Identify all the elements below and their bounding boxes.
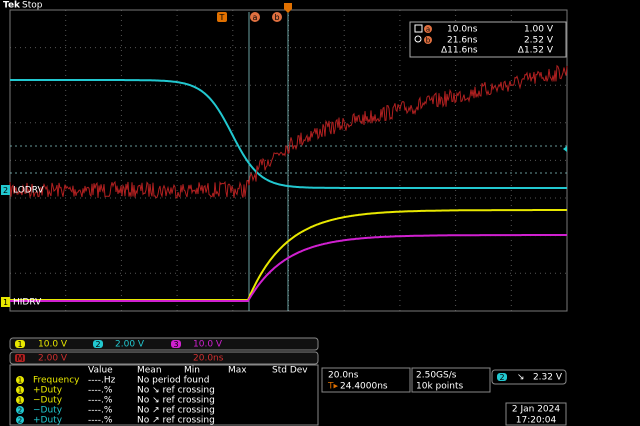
math-time-scale: 20.0ns xyxy=(193,354,224,364)
measurement-source-badge xyxy=(16,386,24,394)
measurement-name: −Duty xyxy=(33,396,63,406)
ch3-scale: 10.0 V xyxy=(193,340,223,350)
measurement-header: Mean xyxy=(137,366,162,376)
channel-bar xyxy=(9,337,319,351)
waveform-ch3 xyxy=(10,234,567,302)
measurement-source: 1 xyxy=(18,397,22,405)
measurement-note: No ↘ ref crossing xyxy=(137,386,215,396)
record-length: 10k points xyxy=(416,382,463,392)
measurement-source-badge xyxy=(16,396,24,404)
position-icon: T▸ xyxy=(327,382,338,392)
cursor-a-marker-label: a xyxy=(253,13,258,22)
trigger-position xyxy=(284,3,292,13)
trigger-marker xyxy=(217,12,227,22)
measurement-name: −Duty xyxy=(33,406,63,416)
trigger-source-badge xyxy=(497,373,507,381)
measurement-header: Min xyxy=(184,366,200,376)
measurement-source: 2 xyxy=(18,417,22,425)
measurement-source-badge xyxy=(16,416,24,424)
measurement-value: ----.% xyxy=(88,396,113,406)
ch2-badge xyxy=(93,340,103,348)
measurement-note: No ↘ ref crossing xyxy=(137,396,215,406)
trigger-level-marker xyxy=(563,146,567,152)
math-badge xyxy=(15,354,25,362)
ch1-marker-number: 1 xyxy=(3,298,8,307)
measurement-source-badge xyxy=(16,406,24,414)
acquisition-status: Stop xyxy=(22,1,43,11)
graticule xyxy=(10,10,567,311)
waveform-math xyxy=(9,64,568,199)
ch2-ground-marker xyxy=(1,185,10,195)
trigger-marker-label: T xyxy=(219,13,225,22)
ch1-ground-marker xyxy=(1,297,10,307)
cursor-readout-box xyxy=(409,21,567,58)
measurement-name: +Duty xyxy=(33,386,63,396)
trigger-level: 2.32 V xyxy=(533,373,563,383)
measurement-note: No ↗ ref crossing xyxy=(137,406,215,416)
readout-icon-2 xyxy=(414,35,422,43)
ch1-badge xyxy=(15,340,25,348)
ch2-scale: 2.00 V xyxy=(115,340,145,350)
measurement-header: Value xyxy=(88,366,113,376)
ch3-badge xyxy=(171,340,181,348)
cursor-b-marker xyxy=(272,12,282,22)
readout-b-label: b xyxy=(426,37,431,45)
ch2-label: LODRV xyxy=(13,186,44,196)
measurement-value: ----.% xyxy=(88,406,113,416)
math-bar xyxy=(9,351,319,365)
readout-b-badge xyxy=(424,36,432,44)
timebase-position: 24.4000ns xyxy=(340,382,388,392)
math-scale: 2.00 V xyxy=(38,354,68,364)
measurement-panel xyxy=(9,364,319,426)
readout-b-time: 21.6ns xyxy=(447,36,478,46)
waveform-ch2 xyxy=(10,79,567,189)
date: 2 Jan 2024 xyxy=(512,405,560,415)
timebase-scale: 20.0ns xyxy=(328,371,359,381)
readout-delta-time: Δ11.6ns xyxy=(441,46,478,56)
readout-a-badge xyxy=(424,25,432,33)
measurement-name: Frequency xyxy=(33,376,80,386)
measurement-value: ----.% xyxy=(88,416,113,426)
readout-b-voltage: 2.52 V xyxy=(524,36,554,46)
trigger-box xyxy=(491,369,567,385)
ch1-label: HIDRV xyxy=(13,298,42,308)
math-badge-label: M xyxy=(17,354,24,363)
cursor-b-marker-label: b xyxy=(274,13,279,22)
readout-a-label: a xyxy=(426,26,430,34)
measurement-source: 1 xyxy=(18,387,22,395)
ch3-badge-number: 3 xyxy=(173,340,178,349)
ch2-marker-number: 2 xyxy=(3,186,8,195)
measurement-note: No ↗ ref crossing xyxy=(137,416,215,426)
ch1-scale: 10.0 V xyxy=(38,340,68,350)
measurement-source-badge xyxy=(16,376,24,384)
readout-delta-voltage: Δ1.52 V xyxy=(518,46,554,56)
measurement-value: ----.% xyxy=(88,386,113,396)
timebase-box xyxy=(321,367,411,393)
brand: Tek xyxy=(3,1,21,11)
cursor-a-marker xyxy=(250,12,260,22)
acquisition-box xyxy=(411,367,491,393)
measurement-source: 1 xyxy=(18,377,22,385)
readout-a-voltage: 1.00 V xyxy=(524,25,554,35)
time: 17:20:04 xyxy=(516,416,557,426)
trigger-slope: ↘ xyxy=(517,373,525,383)
readout-a-time: 10.0ns xyxy=(447,25,478,35)
measurement-header: Max xyxy=(228,366,247,376)
measurement-table: Value Mean Min Max Std Dev 1 Frequency ----.Hz N… xyxy=(16,366,308,426)
ch1-badge-number: 1 xyxy=(17,340,22,349)
ch2-badge-number: 2 xyxy=(95,340,100,349)
measurement-header: Std Dev xyxy=(272,366,308,376)
readout-icon xyxy=(414,24,423,33)
measurement-source: 2 xyxy=(18,407,22,415)
datetime-box xyxy=(505,402,567,426)
sample-rate: 2.50GS/s xyxy=(416,371,457,381)
trigger-source: 2 xyxy=(499,373,504,382)
measurement-name: +Duty xyxy=(33,416,63,426)
measurement-note: No period found xyxy=(137,376,209,386)
measurement-value: ----.Hz xyxy=(88,376,116,386)
